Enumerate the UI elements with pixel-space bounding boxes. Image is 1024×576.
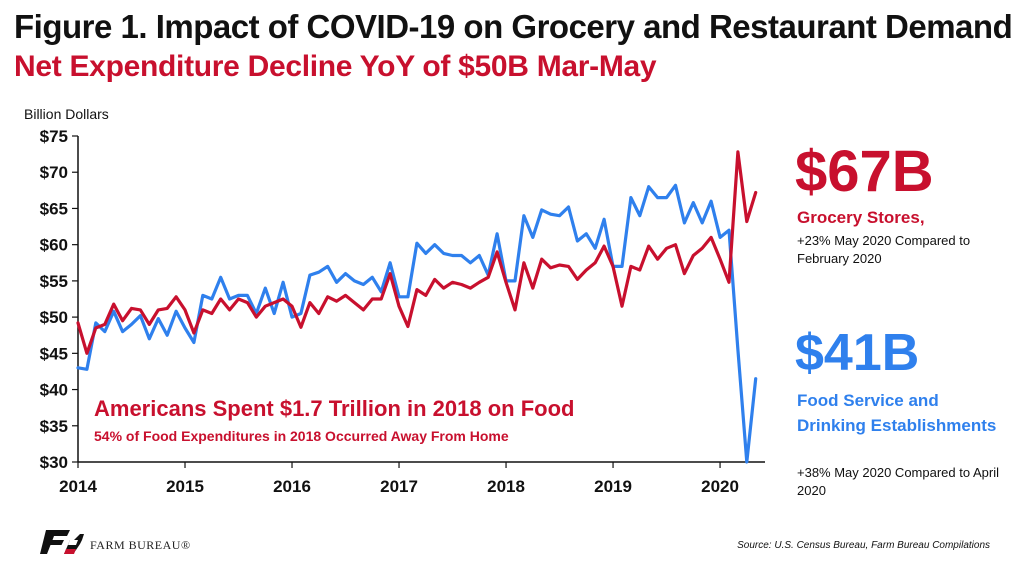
brand-name: FARM BUREAU® <box>90 538 191 552</box>
x-tick-label: 2020 <box>701 477 739 496</box>
chart-ticks: $30 $35 $40 $45 $50 $55 $60 $65 $70 $75 2014 2015 20… <box>40 127 739 496</box>
food-service-value-callout: $41B <box>795 324 920 382</box>
y-tick-label: $35 <box>40 417 68 436</box>
x-tick-label: 2018 <box>487 477 525 496</box>
x-tick-label: 2016 <box>273 477 311 496</box>
y-tick-label: $50 <box>40 308 68 327</box>
farm-bureau-logo-icon <box>40 530 84 554</box>
food-service-label: Food Service and Drinking Establishments <box>797 391 997 435</box>
chart-subtitle: Net Expenditure Decline YoY of $50B Mar-… <box>14 50 657 83</box>
y-tick-label: $40 <box>40 381 68 400</box>
y-tick-label: $65 <box>40 199 68 218</box>
food-service-series-line <box>76 183 758 464</box>
x-tick-label: 2014 <box>59 477 97 496</box>
chart-lines <box>76 150 758 464</box>
grocery-series-line <box>76 150 758 355</box>
x-tick-label: 2017 <box>380 477 418 496</box>
chart-axes <box>77 136 765 463</box>
source-note: Source: U.S. Census Bureau, Farm Bureau … <box>737 540 990 551</box>
grocery-note: +23% May 2020 Compared to February 2020 <box>797 233 971 266</box>
x-tick-label: 2019 <box>594 477 632 496</box>
chart-title: Figure 1. Impact of COVID-19 on Grocery … <box>14 8 1013 45</box>
subline-annotation: 54% of Food Expenditures in 2018 Occurre… <box>94 428 509 444</box>
grocery-value-callout: $67B <box>795 139 934 204</box>
headline-annotation: Americans Spent $1.7 Trillion in 2018 on… <box>94 396 575 421</box>
y-axis-label: Billion Dollars <box>24 106 109 122</box>
y-tick-label: $55 <box>40 272 68 291</box>
x-tick-label: 2015 <box>166 477 204 496</box>
grocery-label: Grocery Stores, <box>797 208 925 227</box>
y-tick-label: $30 <box>40 453 68 472</box>
y-tick-label: $75 <box>40 127 68 146</box>
y-tick-label: $60 <box>40 236 68 255</box>
food-service-note: +38% May 2020 Compared to April 2020 <box>797 465 999 498</box>
y-tick-label: $70 <box>40 163 68 182</box>
y-tick-label: $45 <box>40 344 68 363</box>
